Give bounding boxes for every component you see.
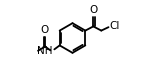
Text: Cl: Cl [109,21,119,31]
Text: O: O [40,25,49,35]
Text: O: O [90,5,98,15]
Text: NH: NH [37,46,52,56]
